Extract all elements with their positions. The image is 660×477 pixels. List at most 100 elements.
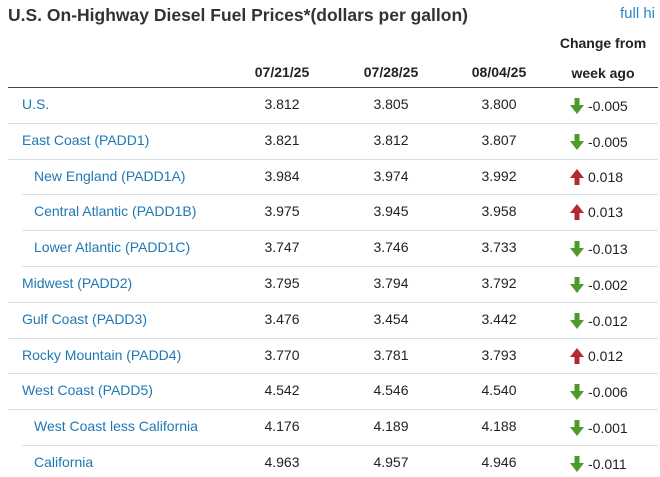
price-cell: 3.812	[264, 96, 300, 112]
full-history-link[interactable]: full hi	[620, 5, 656, 22]
region-link[interactable]: East Coast (PADD1)	[22, 131, 150, 148]
arrow-down-icon	[570, 384, 584, 401]
change-value: -0.006	[588, 384, 628, 401]
row-divider	[22, 230, 658, 232]
price-cell: 3.795	[264, 274, 300, 291]
row-divider	[8, 301, 658, 303]
price-cell: 4.189	[373, 418, 409, 435]
region-link[interactable]: West Coast less California	[34, 418, 198, 435]
price-cell: 4.188	[481, 418, 517, 435]
price-cell: 4.957	[373, 453, 409, 470]
table-row: Rocky Mountain (PADD4) 3.770 3.781 3.793 0.0…	[0, 339, 660, 375]
arrow-down-icon	[570, 98, 584, 114]
price-table-body: U.S. 3.812 3.805 3.800 -0.005 East Coast (PAD…	[0, 88, 660, 477]
price-cell: 3.975	[264, 203, 300, 220]
price-cell: 4.963	[264, 453, 300, 470]
change-cell: -0.006	[570, 384, 628, 401]
change-cell: -0.005	[570, 133, 628, 150]
region-link[interactable]: Midwest (PADD2)	[22, 274, 133, 291]
price-cell: 3.958	[481, 203, 517, 220]
price-cell: 3.984	[264, 167, 300, 184]
change-cell: -0.011	[570, 455, 627, 472]
price-cell: 3.733	[481, 239, 517, 256]
change-header-line2: week ago	[571, 65, 635, 81]
arrow-down-icon	[570, 420, 584, 437]
change-value: 0.013	[588, 204, 624, 221]
price-cell: 3.476	[264, 310, 300, 327]
table-row: Gulf Coast (PADD3) 3.476 3.454 3.442 -0.012	[0, 303, 660, 339]
row-divider	[22, 444, 658, 446]
change-cell: -0.005	[570, 98, 628, 114]
arrow-up-icon	[570, 347, 584, 364]
price-cell: 3.945	[373, 203, 409, 220]
table-row: U.S. 3.812 3.805 3.800 -0.005	[0, 88, 660, 124]
row-divider	[22, 194, 658, 196]
change-value: -0.011	[588, 455, 627, 472]
column-header-week1: 07/21/25	[254, 64, 310, 80]
row-divider	[8, 337, 658, 339]
table-row: California 4.963 4.957 4.946 -0.011	[0, 446, 660, 477]
arrow-down-icon	[570, 312, 584, 329]
price-cell: 3.992	[481, 167, 517, 184]
table-row: East Coast (PADD1) 3.821 3.812 3.807 -0.005	[0, 124, 660, 160]
arrow-down-icon	[570, 133, 584, 150]
price-cell: 3.454	[373, 310, 409, 327]
change-header-line1: Change from	[559, 35, 647, 51]
arrow-down-icon	[570, 455, 584, 472]
region-link[interactable]: U.S.	[22, 96, 50, 112]
change-value: -0.012	[588, 312, 628, 329]
region-link[interactable]: Central Atlantic (PADD1B)	[34, 203, 197, 220]
price-cell: 4.540	[481, 382, 517, 399]
change-cell: -0.002	[570, 276, 628, 293]
price-cell: 3.442	[481, 310, 517, 327]
change-cell: -0.001	[570, 420, 628, 437]
price-cell: 4.546	[373, 382, 409, 399]
arrow-down-icon	[570, 241, 584, 258]
change-value: -0.013	[588, 241, 628, 258]
change-cell: 0.013	[570, 204, 624, 221]
change-value: -0.001	[588, 420, 628, 437]
price-cell: 3.805	[373, 96, 409, 112]
table-row: Midwest (PADD2) 3.795 3.794 3.792 -0.002	[0, 267, 660, 303]
region-link[interactable]: Rocky Mountain (PADD4)	[22, 346, 182, 363]
region-link[interactable]: California	[34, 453, 94, 470]
row-divider	[8, 158, 658, 160]
region-link[interactable]: New England (PADD1A)	[34, 167, 186, 184]
price-cell: 3.770	[264, 346, 300, 363]
table-row: West Coast less California 4.176 4.189 4.18…	[0, 410, 660, 446]
arrow-up-icon	[570, 204, 584, 221]
row-divider	[8, 409, 658, 411]
table-row: Lower Atlantic (PADD1C) 3.747 3.746 3.733 -0…	[0, 231, 660, 267]
price-cell: 3.800	[481, 96, 517, 112]
change-cell: -0.012	[570, 312, 628, 329]
table-row: New England (PADD1A) 3.984 3.974 3.992 0.018	[0, 160, 660, 196]
price-cell: 3.812	[373, 131, 409, 148]
price-cell: 3.974	[373, 167, 409, 184]
change-cell: 0.018	[570, 168, 623, 185]
change-cell: 0.012	[570, 347, 623, 364]
arrow-up-icon	[570, 168, 584, 185]
header-divider	[8, 87, 658, 88]
row-divider	[22, 265, 658, 267]
table-row: Central Atlantic (PADD1B) 3.975 3.945 3.958…	[0, 195, 660, 232]
price-cell: 3.792	[481, 274, 517, 291]
arrow-down-icon	[570, 276, 584, 293]
price-cell: 4.176	[264, 418, 300, 435]
change-cell: -0.013	[570, 241, 628, 258]
change-value: -0.005	[588, 133, 628, 150]
price-cell: 3.746	[373, 239, 409, 256]
price-cell: 3.793	[481, 346, 517, 363]
price-cell: 3.807	[481, 131, 517, 148]
price-cell: 4.946	[481, 453, 517, 470]
change-value: -0.002	[588, 276, 628, 293]
price-cell: 3.747	[264, 239, 300, 256]
price-cell: 3.794	[373, 274, 409, 291]
column-header-week3: 08/04/25	[471, 64, 527, 80]
price-cell: 3.821	[264, 131, 300, 148]
column-header-week2: 07/28/25	[363, 64, 419, 80]
region-link[interactable]: Gulf Coast (PADD3)	[22, 310, 147, 327]
region-link[interactable]: Lower Atlantic (PADD1C)	[34, 239, 191, 256]
region-link[interactable]: West Coast (PADD5)	[22, 382, 153, 399]
change-value: -0.005	[588, 98, 628, 114]
page-title: U.S. On-Highway Diesel Fuel Prices*(doll…	[8, 5, 468, 25]
